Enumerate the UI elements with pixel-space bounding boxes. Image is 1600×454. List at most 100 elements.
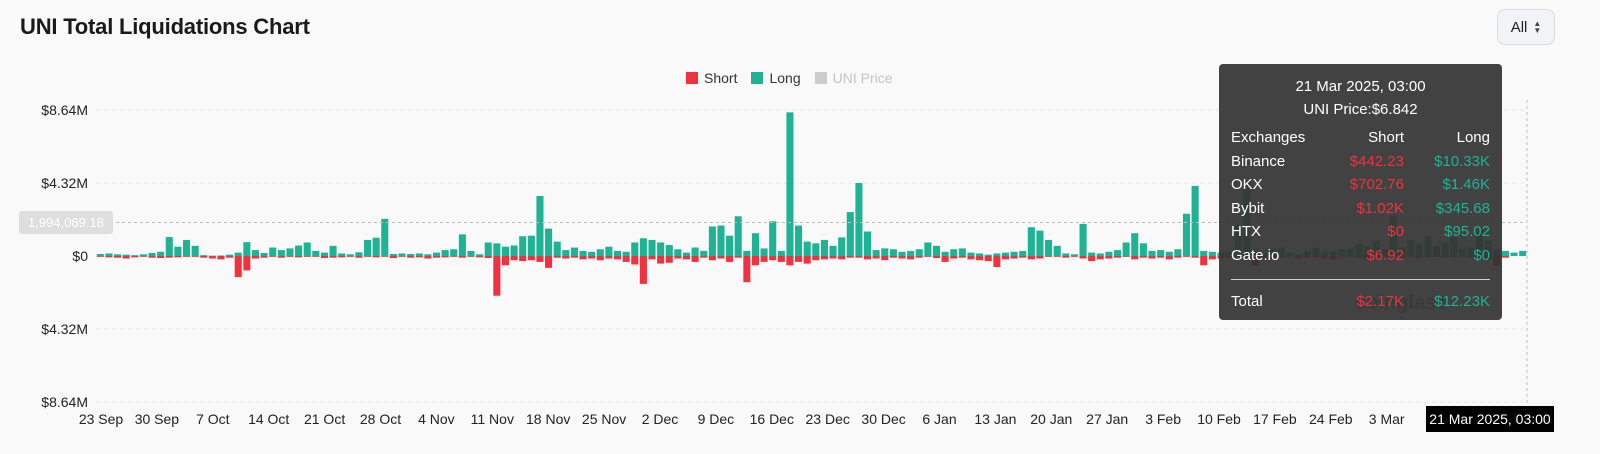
tooltip-exchange: Bybit bbox=[1231, 199, 1265, 217]
short-bar bbox=[846, 256, 854, 258]
short-bar bbox=[148, 256, 156, 258]
long-bar bbox=[717, 225, 725, 256]
x-tick-label: 23 Dec bbox=[806, 411, 850, 427]
short-bar bbox=[1200, 256, 1208, 266]
short-bar bbox=[381, 256, 389, 257]
long-bar bbox=[1501, 250, 1509, 256]
long-bar bbox=[915, 249, 923, 256]
x-tick-label: 11 Nov bbox=[471, 411, 514, 427]
short-bar bbox=[450, 256, 458, 257]
tooltip-short-value: $1.02K bbox=[1356, 199, 1404, 217]
long-bar bbox=[295, 245, 303, 256]
legend-label-uni-price: UNI Price bbox=[832, 70, 893, 86]
long-bar bbox=[320, 252, 328, 256]
short-bar bbox=[320, 256, 328, 259]
short-bar bbox=[657, 256, 665, 264]
long-bar bbox=[596, 249, 604, 256]
tooltip-long-value: $95.02 bbox=[1444, 223, 1490, 241]
tooltip-exchange: OKX bbox=[1231, 176, 1263, 194]
x-tick-label: 27 Jan bbox=[1086, 411, 1128, 427]
long-bar bbox=[838, 237, 846, 256]
uni-price-swatch bbox=[814, 72, 827, 84]
tooltip-date: 21 Mar 2025, 03:00 bbox=[1295, 78, 1426, 95]
short-bar bbox=[200, 256, 208, 258]
long-bar bbox=[898, 251, 906, 256]
long-bar bbox=[260, 252, 268, 256]
legend-item-short[interactable]: Short bbox=[686, 70, 737, 86]
long-bar bbox=[829, 245, 837, 256]
short-bar bbox=[458, 256, 466, 258]
short-bar bbox=[570, 256, 578, 258]
short-bar bbox=[976, 256, 984, 261]
time-range-select[interactable]: All ▲ ▼ bbox=[1497, 9, 1555, 45]
short-bar bbox=[881, 256, 889, 261]
long-bar bbox=[726, 235, 734, 256]
short-bar bbox=[105, 256, 113, 258]
short-bar bbox=[648, 256, 656, 260]
tooltip-short-value: $6.92 bbox=[1366, 246, 1404, 264]
long-bar bbox=[519, 236, 527, 256]
long-bar bbox=[1165, 251, 1173, 256]
x-tick-label: 17 Feb bbox=[1253, 411, 1297, 427]
short-bar bbox=[786, 256, 794, 266]
tooltip-exchange: HTX bbox=[1231, 223, 1261, 241]
legend-item-long[interactable]: Long bbox=[751, 70, 801, 86]
short-bar bbox=[717, 256, 725, 259]
short-bar bbox=[277, 256, 285, 258]
short-bar bbox=[950, 256, 958, 259]
short-bar bbox=[1122, 256, 1130, 257]
long-bar bbox=[226, 254, 234, 256]
long-bar bbox=[105, 253, 113, 256]
legend-item-uni-price[interactable]: UNI Price bbox=[814, 70, 893, 86]
short-bar bbox=[743, 256, 751, 283]
long-bar bbox=[864, 231, 872, 256]
short-bar bbox=[131, 256, 139, 258]
tooltip-long-value: $345.68 bbox=[1435, 199, 1490, 217]
short-bar bbox=[665, 256, 673, 263]
long-bar bbox=[769, 221, 777, 256]
long-bar bbox=[277, 250, 285, 256]
long-bar bbox=[1200, 250, 1208, 256]
short-bar bbox=[941, 256, 949, 262]
long-bar bbox=[639, 238, 647, 256]
long-bar bbox=[682, 252, 691, 256]
short-bar bbox=[838, 256, 846, 260]
short-bar bbox=[872, 256, 880, 259]
long-bar bbox=[1062, 253, 1070, 256]
long-bar bbox=[1519, 250, 1527, 256]
short-bar bbox=[157, 256, 165, 259]
long-bar bbox=[579, 250, 587, 256]
y-tick-label: $4.32M bbox=[41, 175, 88, 191]
short-bar bbox=[208, 256, 216, 259]
x-tick-label: 3 Mar bbox=[1369, 411, 1405, 427]
x-tick-label: 25 Nov bbox=[582, 411, 626, 427]
short-bar bbox=[260, 256, 268, 258]
tooltip-header-row: Exchanges Short Long bbox=[1231, 126, 1490, 150]
short-bar bbox=[1079, 256, 1087, 259]
short-bar bbox=[545, 256, 553, 268]
long-bar bbox=[424, 254, 432, 256]
short-bar bbox=[519, 256, 527, 262]
long-bar bbox=[407, 253, 415, 256]
short-bar bbox=[1191, 256, 1199, 258]
long-bar bbox=[372, 237, 380, 256]
legend-label-short: Short bbox=[704, 70, 738, 86]
short-bar bbox=[1010, 256, 1018, 259]
long-bar bbox=[924, 242, 932, 256]
long-bar bbox=[389, 253, 397, 256]
short-bar bbox=[1096, 256, 1104, 260]
short-bar bbox=[251, 256, 260, 259]
long-bar bbox=[932, 245, 941, 256]
long-bar bbox=[605, 246, 613, 256]
short-bar bbox=[1208, 256, 1216, 260]
tooltip-row: Gate.io $6.92 $0 bbox=[1231, 244, 1490, 268]
short-bar bbox=[1174, 256, 1182, 258]
long-bar bbox=[760, 248, 768, 256]
short-bar bbox=[493, 256, 501, 296]
long-bar bbox=[1131, 233, 1139, 256]
short-bar bbox=[372, 256, 380, 258]
x-tick-label: 20 Jan bbox=[1030, 411, 1072, 427]
tooltip-row: OKX $702.76 $1.46K bbox=[1231, 173, 1490, 197]
long-bar bbox=[114, 254, 122, 256]
long-bar bbox=[570, 247, 578, 256]
